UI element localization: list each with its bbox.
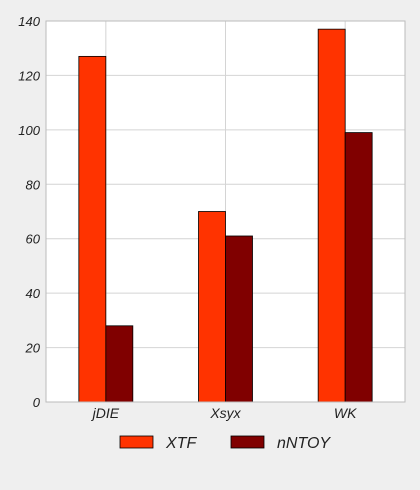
x-tick-label: jDIE	[91, 405, 120, 421]
bar-nNTOY-Xsyx	[225, 235, 253, 403]
legend-label: nNTOY	[277, 435, 331, 452]
y-tick-label: 0	[33, 395, 41, 410]
x-tick-label: Xsyx	[209, 405, 241, 421]
x-tick-label: WK	[334, 405, 357, 421]
y-tick-label: 80	[26, 177, 41, 192]
legend-swatch-XTF	[119, 435, 154, 449]
legend-label: XTF	[165, 435, 197, 452]
legend: XTF nNTOY	[119, 435, 331, 452]
bars	[78, 28, 373, 403]
y-tick-label: 20	[25, 341, 41, 356]
bar-nNTOY-WK	[344, 132, 373, 403]
y-axis-ticks: 0 20 40 60 80 100 120 140	[18, 14, 40, 410]
y-tick-label: 60	[26, 232, 41, 247]
y-tick-label: 40	[26, 286, 41, 301]
x-axis-ticks: jDIE Xsyx WK	[91, 405, 357, 421]
y-tick-label: 120	[18, 68, 40, 83]
bar-XTF-jDIE	[78, 55, 107, 403]
y-tick-label: 100	[18, 123, 40, 138]
bar-XTF-WK	[317, 28, 346, 403]
bar-nNTOY-jDIE	[105, 325, 134, 403]
y-tick-label: 140	[18, 14, 40, 29]
plot-frame	[45, 20, 406, 403]
bar-XTF-Xsyx	[198, 211, 226, 403]
legend-swatch-nNTOY	[230, 435, 265, 449]
